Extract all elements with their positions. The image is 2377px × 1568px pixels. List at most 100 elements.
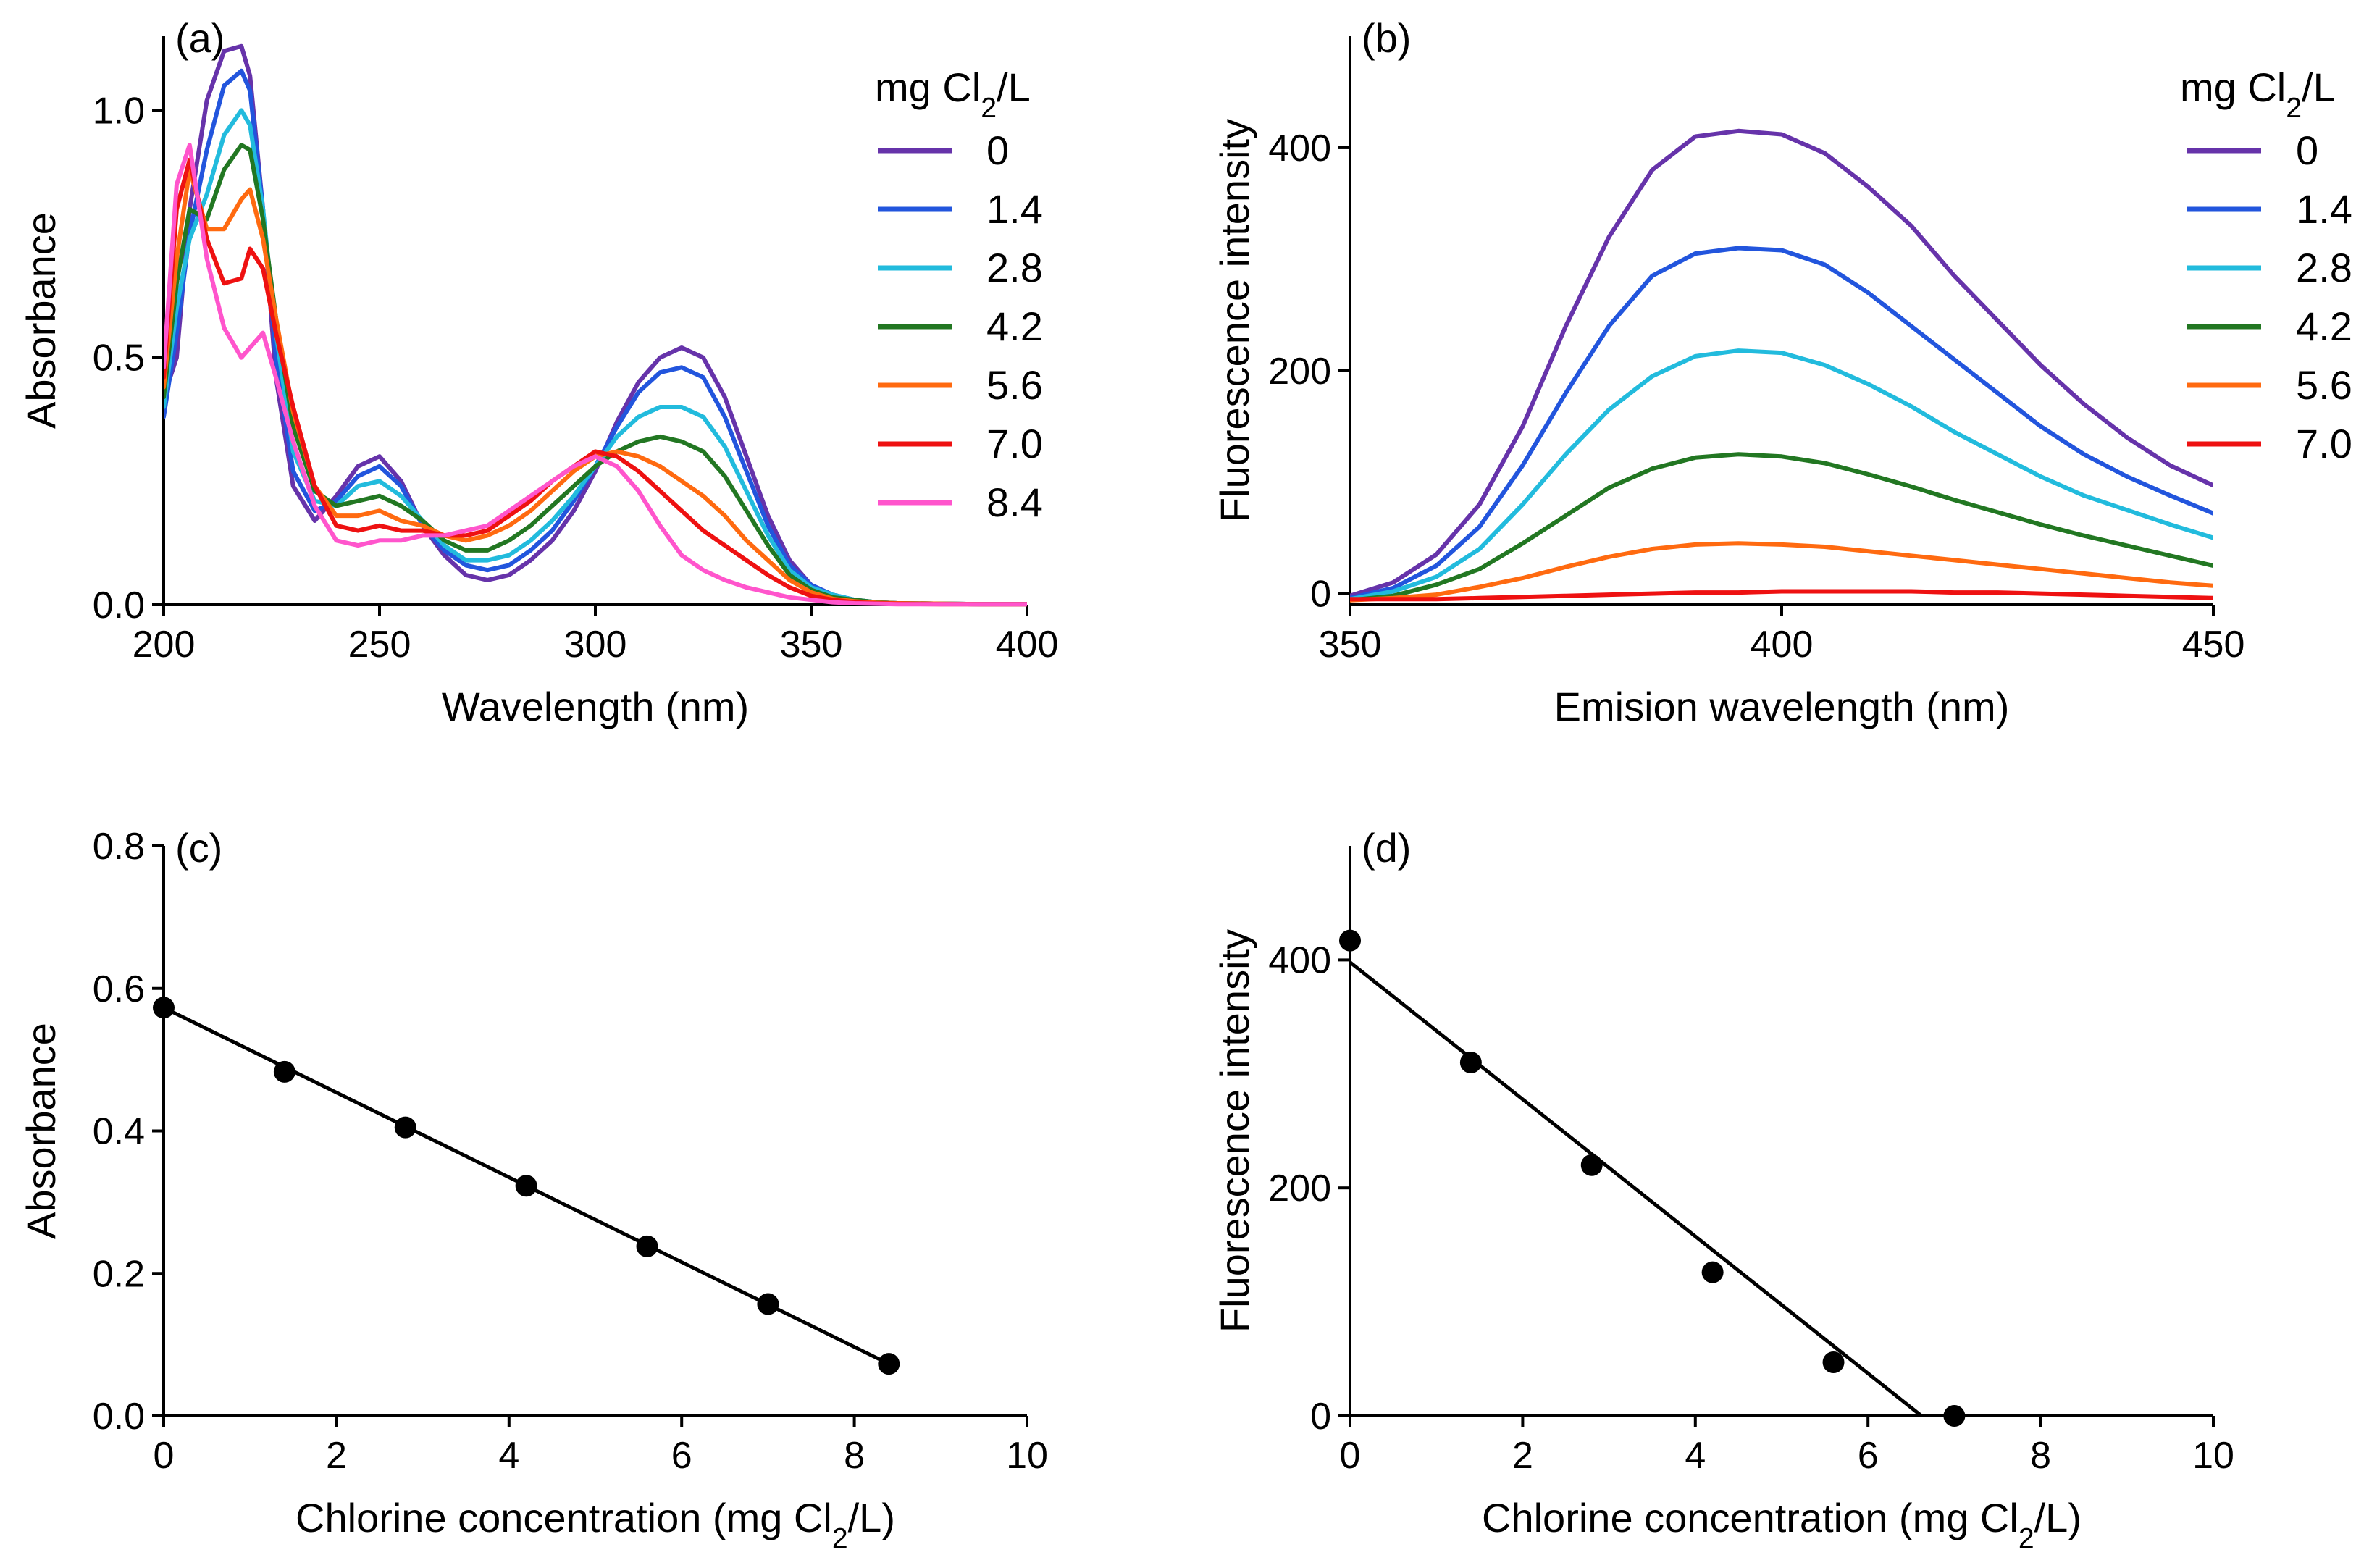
- x-tick-label: 6: [671, 1435, 692, 1477]
- x-tick-label: 450: [2182, 624, 2245, 666]
- panel-d: 0 2 4 6 8 10 0 200 400 (d) Chlorine concentration …: [1212, 825, 2234, 1554]
- data-point: [636, 1235, 658, 1257]
- legend-title-sub: 2: [981, 93, 997, 124]
- data-point: [1701, 1261, 1724, 1283]
- x-axis-label-main: Chlorine concentration (mg Cl: [1482, 1495, 2018, 1540]
- legend-label: 7.0: [2296, 421, 2352, 466]
- y-tick-label: 0.6: [93, 968, 145, 1010]
- x-tick-label: 2: [326, 1435, 347, 1477]
- x-axis-label-sub: 2: [832, 1523, 848, 1554]
- y-tick-label: 0.5: [93, 338, 145, 380]
- data-point: [1822, 1351, 1845, 1374]
- y-tick-label: 0.8: [93, 826, 145, 868]
- legend-label: 7.0: [986, 421, 1043, 466]
- legend-label: 4.2: [2296, 303, 2352, 349]
- y-tick-label: 200: [1268, 1167, 1331, 1209]
- x-tick-label: 250: [348, 624, 411, 666]
- y-tick-label: 0: [1310, 574, 1331, 616]
- panel-label: (b): [1362, 15, 1411, 61]
- series-line-5.6: [1350, 541, 2213, 603]
- data-point: [1339, 929, 1361, 952]
- y-tick-label: 0.0: [93, 584, 145, 626]
- legend-title: mg Cl2/L: [875, 64, 1031, 124]
- legend-label: 1.4: [2296, 186, 2352, 232]
- x-axis-label-sub: 2: [2018, 1523, 2034, 1554]
- plot-area: [1350, 128, 2213, 603]
- x-tick-label: 350: [1319, 624, 1382, 666]
- series-line-0: [1350, 128, 2213, 598]
- legend-label: 0: [2296, 127, 2318, 173]
- x-tick-label: 4: [1685, 1435, 1706, 1477]
- x-tick-label: 8: [844, 1435, 865, 1477]
- data-point: [878, 1353, 900, 1375]
- x-tick-label: 4: [498, 1435, 519, 1477]
- y-axis-label: Absorbance: [18, 1023, 64, 1239]
- x-tick-label: 350: [780, 624, 843, 666]
- x-tick-label: 6: [1858, 1435, 1879, 1477]
- x-tick-label: 400: [996, 624, 1059, 666]
- x-axis-label: Wavelength (nm): [442, 684, 749, 729]
- series-line-2.8: [1350, 348, 2213, 602]
- y-tick-label: 400: [1268, 127, 1331, 169]
- data-point: [1943, 1405, 1966, 1427]
- legend-title-main: mg Cl: [875, 64, 981, 110]
- legend-label: 2.8: [986, 245, 1043, 290]
- y-tick-label: 400: [1268, 939, 1331, 981]
- y-tick-label: 1.0: [93, 90, 145, 132]
- x-tick-label: 10: [2192, 1435, 2234, 1477]
- series-line-7.0: [1350, 589, 2213, 602]
- x-tick-label: 10: [1006, 1435, 1048, 1477]
- data-point: [1459, 1052, 1482, 1074]
- legend-label: 0: [986, 127, 1009, 173]
- legend-title-sub: 2: [2286, 93, 2302, 124]
- panel-a: 200 250 300 350 400 0.0 0.5 1.0 (a) Wavelength (n…: [18, 15, 1058, 729]
- x-axis-label-tail: /L): [848, 1495, 895, 1540]
- y-tick-label: 0.4: [93, 1111, 145, 1153]
- series-line-4.2: [164, 143, 1027, 607]
- legend-title: mg Cl2/L: [2180, 64, 2336, 124]
- series-line-5.6: [164, 167, 1027, 607]
- x-axis-label: Chlorine concentration (mg Cl2/L): [295, 1495, 895, 1554]
- legend-label: 1.4: [986, 186, 1043, 232]
- legend-label: 5.6: [986, 362, 1043, 408]
- x-axis-label-main: Chlorine concentration (mg Cl: [295, 1495, 832, 1540]
- panel-label: (d): [1362, 825, 1411, 871]
- y-axis-label: Fluorescence intensity: [1212, 929, 1257, 1333]
- x-tick-label: 0: [154, 1435, 175, 1477]
- y-axis-label: Absorbance: [18, 212, 64, 429]
- panel-c: 0 2 4 6 8 10 0.0 0.2 0.4 0.6 0.8 (c) Chlorine concen…: [18, 825, 1048, 1554]
- data-point: [153, 997, 175, 1019]
- x-tick-label: 0: [1340, 1435, 1361, 1477]
- y-tick-label: 0.0: [93, 1396, 145, 1438]
- legend-title-main: mg Cl: [2180, 64, 2286, 110]
- series-line-1.4: [1350, 246, 2213, 600]
- panel-b: 350 400 450 0 200 400 (b) Emision wavelength (n…: [1212, 15, 2352, 729]
- data-point: [273, 1060, 295, 1083]
- legend-label: 2.8: [2296, 245, 2352, 290]
- x-tick-label: 2: [1512, 1435, 1533, 1477]
- legend-label: 8.4: [986, 479, 1043, 525]
- x-axis-label-tail: /L): [2034, 1495, 2082, 1540]
- x-tick-label: 400: [1751, 624, 1814, 666]
- data-point: [1580, 1154, 1603, 1176]
- series-line-4.2: [1350, 452, 2213, 603]
- data-point: [515, 1175, 537, 1197]
- legend-title-tail: /L: [2302, 64, 2336, 110]
- x-tick-label: 200: [133, 624, 196, 666]
- y-tick-label: 0: [1310, 1396, 1331, 1438]
- y-axis-label: Fluorescence intensity: [1212, 119, 1257, 522]
- x-axis-label: Emision wavelength (nm): [1554, 684, 2010, 729]
- x-axis-label: Chlorine concentration (mg Cl2/L): [1482, 1495, 2082, 1554]
- data-point: [757, 1293, 779, 1315]
- series-line-2.8: [164, 108, 1027, 607]
- legend-title-tail: /L: [997, 64, 1031, 110]
- data-point: [394, 1116, 416, 1139]
- plot-area: [164, 43, 1027, 607]
- y-tick-label: 0.2: [93, 1253, 145, 1295]
- y-tick-label: 200: [1268, 351, 1331, 393]
- fit-line: [1349, 960, 1923, 1417]
- panel-label: (a): [175, 15, 225, 61]
- series-line-8.4: [164, 143, 1027, 607]
- legend-label: 5.6: [2296, 362, 2352, 408]
